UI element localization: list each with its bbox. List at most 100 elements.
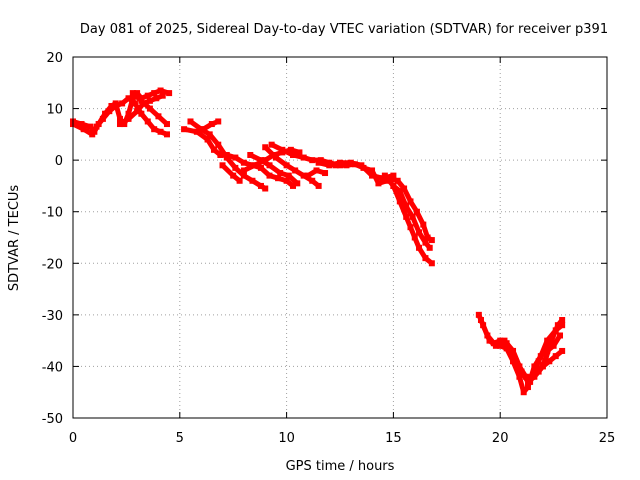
x-tick-label: 5 — [176, 431, 184, 446]
data-point — [422, 255, 429, 262]
data-point — [119, 100, 126, 107]
data-point — [360, 164, 367, 171]
data-point — [285, 172, 292, 179]
data-point — [557, 332, 564, 339]
data-point — [390, 172, 397, 179]
data-point — [413, 208, 420, 215]
data-point — [559, 347, 566, 354]
data-point — [542, 358, 549, 365]
data-point — [215, 141, 222, 148]
data-point — [116, 115, 123, 122]
data-point — [208, 121, 215, 128]
data-point — [240, 159, 247, 166]
data-point — [326, 162, 333, 169]
data-point — [292, 167, 299, 174]
data-point — [426, 244, 433, 251]
data-point — [138, 110, 145, 117]
data-point — [386, 175, 393, 182]
data-point — [544, 337, 551, 344]
data-point — [283, 162, 290, 169]
data-point — [546, 358, 553, 365]
data-point — [497, 342, 504, 349]
data-point — [159, 92, 166, 99]
data-series — [70, 87, 566, 396]
data-point — [193, 128, 200, 135]
data-point — [134, 90, 141, 97]
data-point — [420, 221, 427, 228]
data-point — [390, 182, 397, 189]
data-point — [407, 198, 414, 205]
data-point — [106, 108, 113, 115]
data-point — [262, 144, 269, 151]
data-point — [138, 97, 145, 104]
data-point — [108, 102, 115, 109]
data-point — [539, 363, 546, 370]
data-point — [309, 177, 316, 184]
data-point — [181, 126, 188, 133]
data-point — [416, 229, 423, 236]
y-tick-label: 0 — [55, 154, 63, 169]
data-point — [125, 110, 132, 117]
data-point — [369, 167, 376, 174]
data-point — [247, 151, 254, 158]
data-point — [428, 260, 435, 267]
x-tick-label: 20 — [492, 431, 509, 446]
data-point — [230, 172, 237, 179]
data-point — [219, 162, 226, 169]
data-point — [290, 182, 297, 189]
data-point — [146, 97, 153, 104]
data-point — [520, 389, 527, 396]
data-point — [166, 90, 173, 97]
data-point — [223, 154, 230, 161]
data-point — [315, 182, 322, 189]
x-tick-label: 15 — [385, 431, 402, 446]
axis-ticks: 0 5 10 15 20 25 -50 -40 -30 -20 -10 0 10 20 — [42, 51, 616, 446]
data-point — [125, 95, 132, 102]
data-point — [262, 185, 269, 192]
y-tick-label: -40 — [42, 360, 63, 375]
data-point — [381, 172, 388, 179]
data-point — [277, 170, 284, 177]
data-point — [131, 100, 138, 107]
data-point — [416, 244, 423, 251]
data-point — [125, 115, 132, 122]
data-point — [296, 149, 303, 156]
data-point — [283, 177, 290, 184]
data-point — [80, 126, 87, 133]
data-point — [315, 159, 322, 166]
data-point — [249, 177, 256, 184]
data-point — [251, 162, 258, 169]
data-point — [343, 162, 350, 169]
data-point — [89, 131, 96, 138]
data-point — [484, 332, 491, 339]
data-point — [87, 123, 94, 130]
data-point — [313, 167, 320, 174]
data-point — [552, 353, 559, 360]
data-point — [396, 188, 403, 195]
y-tick-label: -20 — [42, 257, 63, 272]
y-tick-label: -50 — [42, 412, 63, 427]
data-point — [257, 164, 264, 171]
data-point — [337, 159, 343, 166]
data-point — [424, 234, 431, 241]
data-point — [559, 322, 566, 329]
data-point — [257, 157, 264, 164]
data-point — [134, 108, 141, 115]
chart-title: Day 081 of 2025, Sidereal Day-to-day VTE… — [80, 22, 608, 37]
data-point — [300, 154, 307, 161]
data-point — [510, 358, 517, 365]
data-point — [403, 203, 410, 210]
y-axis-label: SDTVAR / TECUs — [7, 185, 22, 292]
data-point — [516, 373, 523, 380]
data-point — [206, 131, 213, 138]
y-tick-label: 20 — [46, 51, 63, 66]
data-point — [240, 167, 247, 174]
data-point — [518, 368, 525, 375]
y-tick-label: 10 — [46, 103, 63, 118]
data-point — [422, 239, 429, 246]
data-point — [428, 237, 435, 244]
data-point — [554, 322, 561, 329]
data-point — [527, 378, 534, 385]
data-point — [552, 327, 559, 334]
